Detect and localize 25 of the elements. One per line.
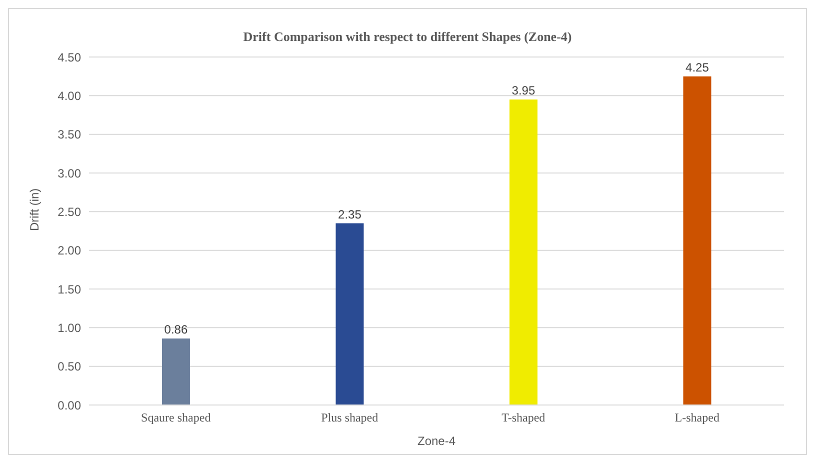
y-tick-label: 3.50 [58, 128, 82, 142]
y-tick-label: 2.00 [58, 244, 82, 258]
y-tick-label: 3.00 [58, 166, 82, 180]
data-label: 3.95 [512, 84, 536, 98]
y-tick-label: 4.00 [58, 88, 82, 103]
y-tick-label: 2.50 [58, 204, 82, 219]
bar [683, 76, 712, 405]
data-label: 2.35 [338, 207, 362, 222]
bar [509, 100, 538, 405]
y-tick-label: 1.00 [58, 320, 82, 335]
x-tick-label: Sqaure shaped [141, 410, 211, 425]
y-tick-label: 0.00 [58, 398, 82, 412]
bar [162, 338, 190, 405]
chart-title: Drift Comparison with respect to different Shapes (Zone-4) [242, 29, 573, 45]
y-tick-label: 0.50 [58, 360, 82, 374]
data-label: 0.86 [164, 322, 188, 336]
data-label: 4.25 [686, 60, 710, 74]
y-axis-title: Drift (in) [27, 188, 42, 231]
y-tick-label: 4.50 [58, 50, 82, 64]
x-tick-label: T-shaped [502, 410, 546, 425]
x-axis-title: Zone-4 [417, 434, 456, 448]
x-tick-label: L-shaped [674, 410, 720, 425]
x-tick-label: Plus shaped [321, 410, 378, 425]
y-tick-label: 1.50 [58, 282, 82, 296]
bar [336, 223, 364, 405]
